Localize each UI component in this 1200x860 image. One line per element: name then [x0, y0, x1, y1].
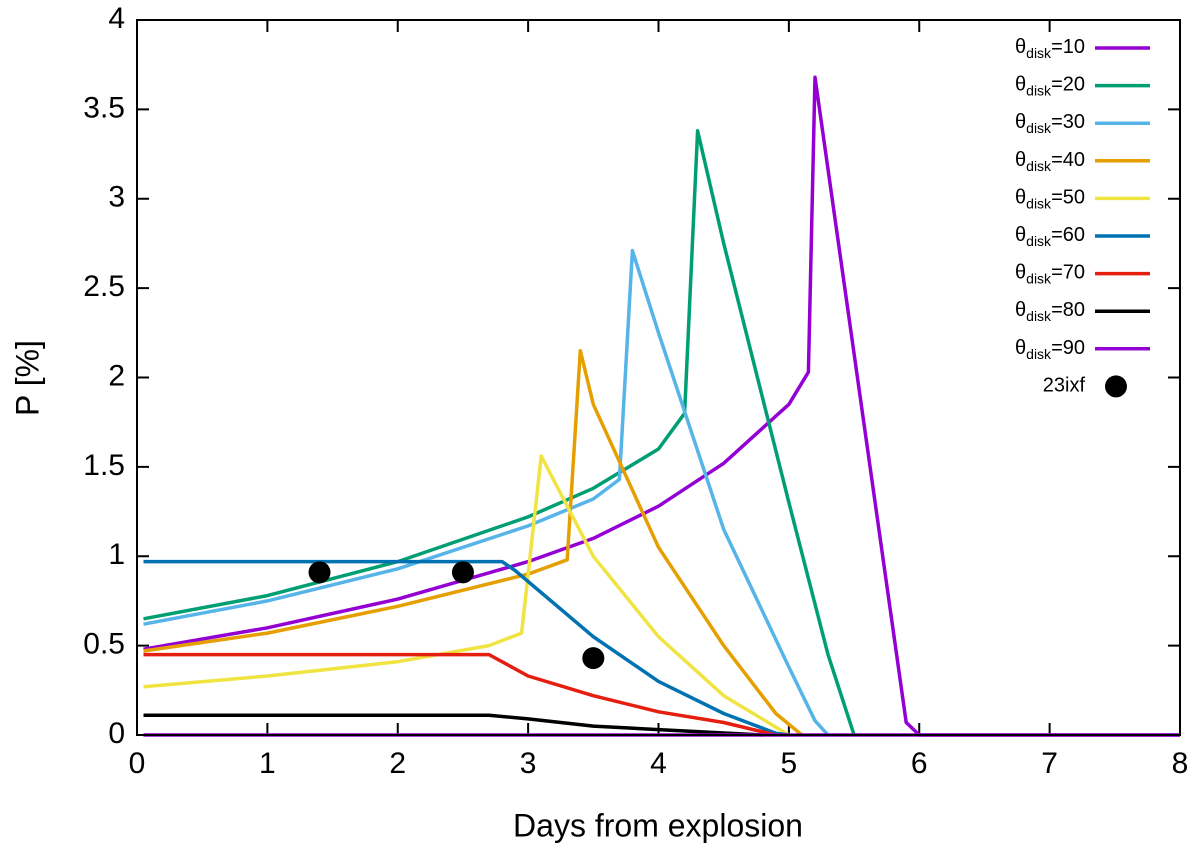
legend-label: θdisk=10: [1015, 36, 1085, 60]
series-line: [143, 75, 1180, 737]
legend-label: θdisk=40: [1015, 149, 1085, 173]
x-tick-label: 3: [520, 747, 537, 780]
legend-label: 23ixf: [1043, 375, 1086, 397]
legend-label: θdisk=20: [1015, 74, 1085, 98]
series-line: [143, 559, 790, 737]
data-point: [308, 561, 331, 584]
series-line: [143, 713, 763, 737]
x-tick-label: 4: [650, 747, 667, 780]
x-tick-label: 7: [1041, 747, 1058, 780]
legend-marker: [1105, 375, 1127, 398]
x-tick-label: 2: [389, 747, 406, 780]
x-tick-label: 5: [781, 747, 798, 780]
y-tick-label: 0.5: [83, 628, 125, 661]
series-line: [143, 129, 856, 736]
legend-label: θdisk=60: [1015, 224, 1085, 248]
series-line: [143, 652, 777, 737]
series-line: [143, 454, 790, 737]
y-tick-label: 3: [108, 181, 125, 214]
plot-frame: [136, 19, 1181, 736]
legend-label: θdisk=30: [1015, 111, 1085, 135]
x-axis-label: Days from explosion: [513, 807, 803, 843]
x-tick-label: 0: [129, 747, 146, 780]
y-tick-label: 3.5: [83, 91, 125, 124]
legend-label: θdisk=80: [1015, 299, 1085, 323]
legend-label: θdisk=50: [1015, 187, 1085, 211]
y-tick-label: 0: [108, 717, 125, 750]
legend-label: θdisk=90: [1015, 337, 1085, 361]
y-tick-label: 1: [108, 538, 125, 571]
y-tick-label: 2: [108, 359, 125, 392]
series-line: [143, 248, 830, 737]
data-point: [451, 561, 474, 584]
series-line: [143, 348, 804, 737]
y-tick-label: 4: [108, 2, 125, 35]
y-tick-label: 1.5: [83, 449, 125, 482]
legend-label: θdisk=70: [1015, 262, 1085, 286]
x-tick-label: 8: [1172, 747, 1189, 780]
y-tick-label: 2.5: [83, 270, 125, 303]
x-tick-label: 6: [911, 747, 928, 780]
y-axis-label: P [%]: [9, 340, 45, 416]
data-point: [582, 647, 605, 670]
x-tick-label: 1: [259, 747, 276, 780]
